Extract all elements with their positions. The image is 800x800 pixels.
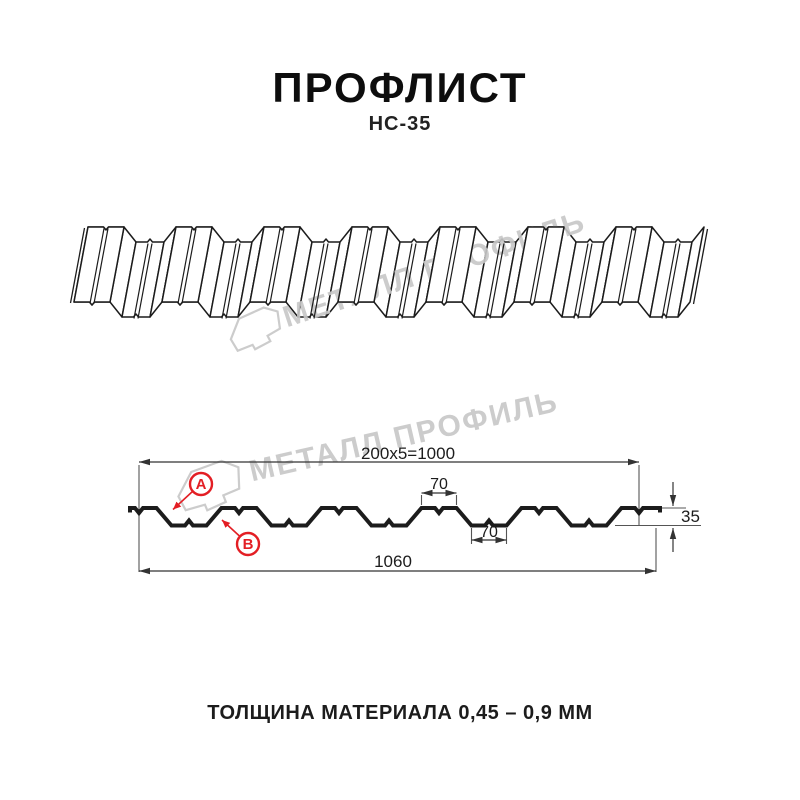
cross-section-view: МЕТАЛЛ ПРОФИЛЬ 200x5=1000 70 70 35	[128, 385, 701, 575]
page-subtitle: НС-35	[368, 113, 432, 135]
callout-a: A	[172, 471, 214, 511]
callout-a-arrow	[172, 490, 194, 511]
dim-overall-label: 1060	[374, 552, 412, 571]
callout-b-arrow	[221, 519, 241, 538]
brand-watermark-text: МЕТАЛЛ ПРОФИЛЬ	[246, 385, 562, 488]
callout-b-label: B	[243, 536, 254, 553]
callout-b: B	[221, 519, 261, 557]
callout-a-circle	[188, 471, 214, 497]
callout-b-circle	[235, 531, 261, 557]
brand-logo-icon	[229, 306, 282, 353]
sheet-3d-rib-lines	[69, 227, 709, 319]
sheet-3d-view: МЕТАЛЛ ПРОФИЛЬ	[69, 205, 709, 353]
extension-lines	[138, 465, 701, 572]
dim-height-label: 35	[681, 507, 700, 526]
dim-top-flange-label: 70	[430, 476, 448, 493]
callout-a-label: A	[196, 476, 207, 493]
dim-bottom-flange-label: 70	[480, 524, 498, 541]
page-title: ПРОФЛИСТ	[272, 64, 528, 111]
profile-outline	[128, 506, 662, 528]
dim-coverage-label: 200x5=1000	[361, 444, 455, 463]
dimension-lines	[139, 458, 677, 575]
footer-note: ТОЛЩИНА МАТЕРИАЛА 0,45 – 0,9 ММ	[207, 702, 593, 724]
sheet-3d-faces-front	[73, 226, 653, 306]
